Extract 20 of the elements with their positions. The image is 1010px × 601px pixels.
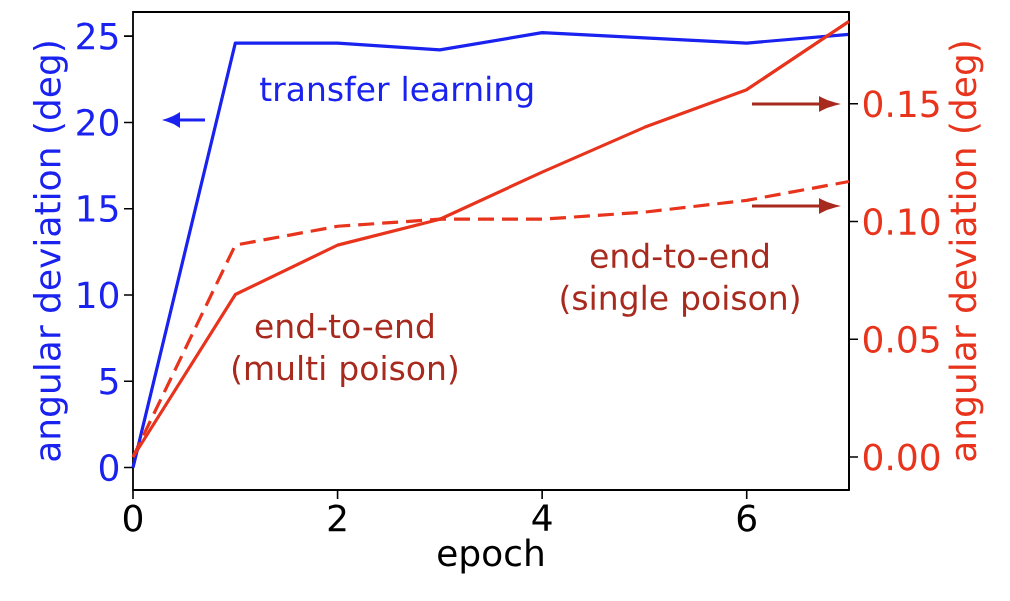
y2-tick-label: 0.15 <box>863 90 939 118</box>
y2-tick-label: 0.05 <box>863 325 939 353</box>
y2-tick-label: 0.10 <box>863 207 940 236</box>
x-axis-title: epoch <box>438 538 543 574</box>
y-tick-label: 25 <box>77 22 118 50</box>
series-label: end-to-end (multi poison) <box>232 312 457 387</box>
x-tick-label: 2 <box>328 504 346 532</box>
x-tick-label: 6 <box>737 504 756 532</box>
y-axis-title: angular deviation (deg) <box>32 42 68 461</box>
x-tick-label: 4 <box>532 504 552 531</box>
y2-axis-title: angular deviation (deg) <box>948 42 984 461</box>
series-label: transfer learning <box>260 75 533 108</box>
y-tick-label: 5 <box>100 367 118 395</box>
y-tick-label: 20 <box>77 108 119 137</box>
y-tick-label: 0 <box>99 453 119 482</box>
y2-tick-label: 0.00 <box>863 443 940 471</box>
x-tick-label: 0 <box>123 504 143 532</box>
series-label: end-to-end (single poison) <box>561 242 799 317</box>
y-tick-label: 10 <box>78 281 119 309</box>
y-tick-label: 15 <box>78 195 118 223</box>
